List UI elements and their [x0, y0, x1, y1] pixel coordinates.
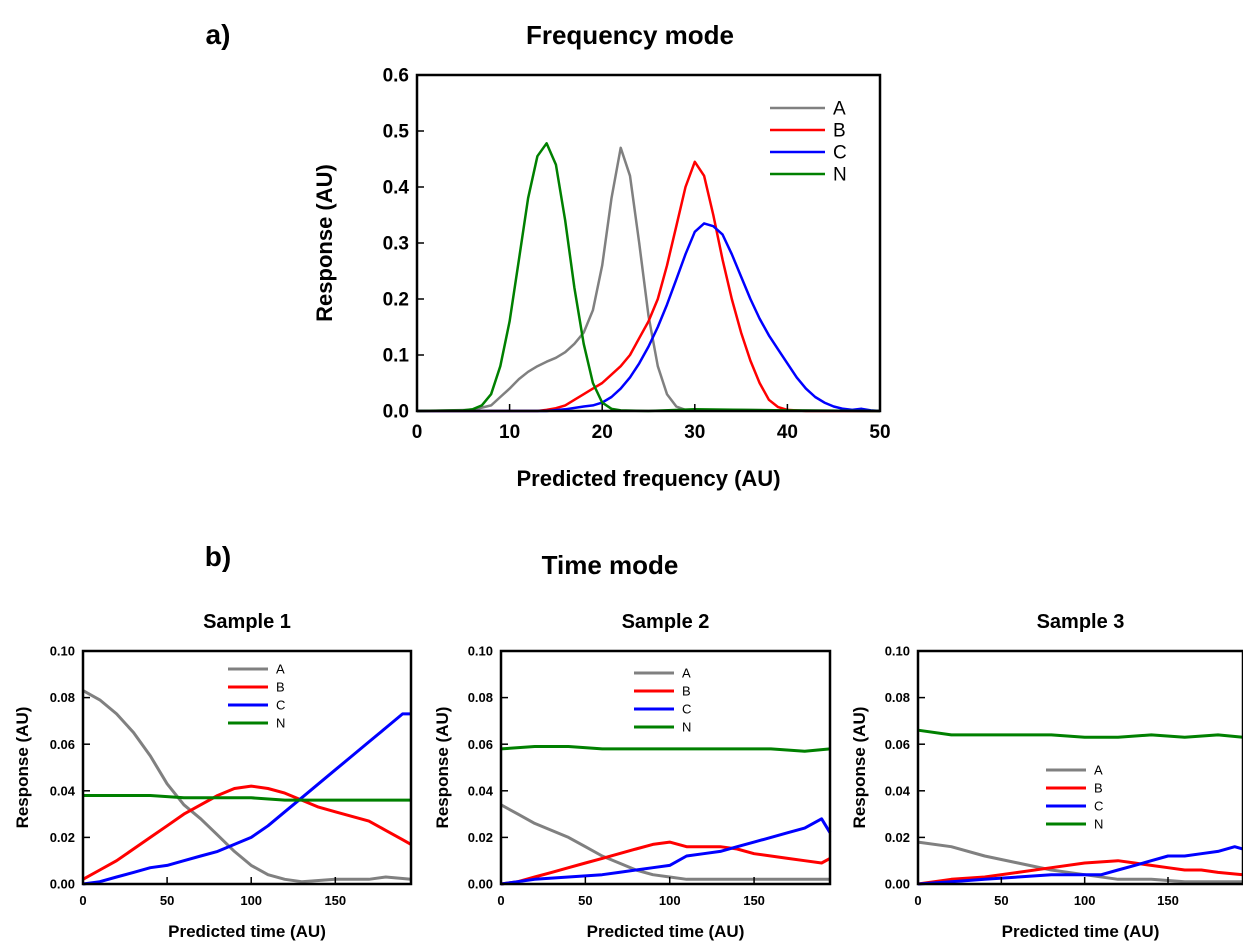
legend-label-N: N [682, 720, 691, 735]
series-line-B [500, 840, 831, 886]
chart-sample-1: Sample 1 0 50 100 150 0.00 0.02 0.04 0.06 0.08 0.1… [13, 611, 413, 941]
y-tick-label: 0.2 [383, 290, 409, 311]
x-tick-label: 10 [499, 422, 520, 443]
y-tick-label: 0.00 [885, 877, 910, 892]
x-tick-label: 0 [79, 893, 86, 908]
chart-sample-2: Sample 2 0 50 100 150 0.00 0.02 0.04 0.06 0.08 0.1… [433, 611, 832, 941]
y-tick-label: 0.02 [50, 830, 75, 845]
x-tick-label: 20 [592, 422, 613, 443]
legend-label-C: C [682, 702, 691, 717]
chart-title: Sample 1 [203, 611, 291, 633]
y-tick-label: 0.10 [885, 644, 910, 659]
y-tick-label: 0.6 [383, 66, 409, 87]
y-axis-label: Response (AU) [312, 164, 337, 322]
y-tick-label: 0.04 [885, 783, 911, 798]
y-axis-label: Response (AU) [13, 707, 32, 829]
chart-frequency-mode: 0 10 20 30 40 50 0.0 0.1 0.2 0.3 0.4 0.5 0.6 Predicte… [312, 66, 891, 491]
legend-label-N: N [1094, 817, 1103, 832]
x-axis-label: Predicted time (AU) [168, 922, 326, 941]
legend-label-B: B [1094, 781, 1103, 796]
y-tick-label: 0.06 [50, 737, 75, 752]
y-tick-label: 0.08 [885, 690, 910, 705]
y-tick-label: 0.04 [468, 783, 494, 798]
y-tick-label: 0.0 [383, 402, 409, 423]
legend-label-C: C [1094, 799, 1103, 814]
legend-label-N: N [276, 716, 285, 731]
legend-label-A: A [276, 662, 285, 677]
legend-label-A: A [682, 666, 691, 681]
y-tick-label: 0.02 [885, 830, 910, 845]
series-line-C [82, 712, 411, 886]
series-line-N [416, 142, 881, 413]
legend-label-A: A [833, 99, 846, 120]
chart-sample-3: Sample 3 0 50 100 150 0.00 0.02 0.04 0.06 0.08 0.1… [850, 611, 1243, 941]
legend-label-A: A [1094, 763, 1103, 778]
x-tick-label: 100 [240, 893, 262, 908]
y-tick-label: 0.04 [50, 783, 76, 798]
legend-label-B: B [682, 684, 691, 699]
legend-label-C: C [833, 143, 847, 164]
series-line-N [83, 794, 411, 802]
y-tick-label: 0.06 [468, 737, 493, 752]
x-tick-label: 100 [659, 893, 681, 908]
x-tick-label: 0 [497, 893, 504, 908]
series-line-C [417, 222, 881, 413]
x-tick-label: 150 [1157, 893, 1179, 908]
y-tick-label: 0.4 [383, 178, 410, 199]
legend-label-B: B [276, 680, 285, 695]
series-line-N [500, 745, 831, 753]
plot-frame [81, 649, 413, 886]
y-tick-label: 0.3 [383, 234, 409, 255]
series-line-A [416, 146, 881, 413]
legend-label-N: N [833, 165, 847, 186]
plot-frame [415, 73, 882, 413]
x-tick-label: 50 [994, 893, 1008, 908]
series-line-B [82, 784, 412, 881]
legend-label-C: C [276, 698, 285, 713]
x-axis-label: Predicted time (AU) [1002, 922, 1160, 941]
y-tick-label: 0.10 [50, 644, 75, 659]
series-line-B [417, 160, 880, 413]
x-tick-label: 0 [412, 422, 423, 443]
x-tick-label: 50 [160, 893, 174, 908]
series-line-A [82, 689, 412, 884]
x-tick-label: 30 [684, 422, 705, 443]
x-tick-label: 50 [578, 893, 592, 908]
plot-frame [916, 649, 1243, 886]
y-tick-label: 0.06 [885, 737, 910, 752]
x-tick-label: 50 [869, 422, 890, 443]
y-tick-label: 0.00 [50, 877, 75, 892]
panel-b-label: b) [205, 541, 231, 572]
y-tick-label: 0.5 [383, 122, 410, 143]
title-frequency-mode: Frequency mode [526, 20, 734, 50]
series-line-B [917, 859, 1243, 886]
panel-a-label: a) [206, 19, 231, 50]
chart-title: Sample 3 [1037, 611, 1125, 633]
x-tick-label: 150 [324, 893, 346, 908]
chart-title: Sample 2 [622, 611, 710, 633]
series-line-N [917, 728, 1243, 739]
y-tick-label: 0.08 [468, 690, 493, 705]
series-line-A [500, 803, 830, 881]
plot-frame [499, 649, 832, 886]
x-tick-label: 40 [777, 422, 798, 443]
y-tick-label: 0.02 [468, 830, 493, 845]
x-axis-label: Predicted frequency (AU) [516, 466, 780, 491]
legend-label-B: B [833, 121, 846, 142]
y-tick-label: 0.08 [50, 690, 75, 705]
title-time-mode: Time mode [542, 550, 679, 580]
y-axis-label: Response (AU) [850, 707, 869, 829]
x-tick-label: 0 [914, 893, 921, 908]
y-axis-label: Response (AU) [433, 707, 452, 829]
y-tick-label: 0.00 [468, 877, 493, 892]
x-tick-label: 100 [1074, 893, 1096, 908]
x-tick-label: 150 [743, 893, 765, 908]
series-line-C [500, 817, 832, 886]
x-axis-label: Predicted time (AU) [587, 922, 745, 941]
y-tick-label: 0.1 [383, 346, 410, 367]
y-tick-label: 0.10 [468, 644, 493, 659]
